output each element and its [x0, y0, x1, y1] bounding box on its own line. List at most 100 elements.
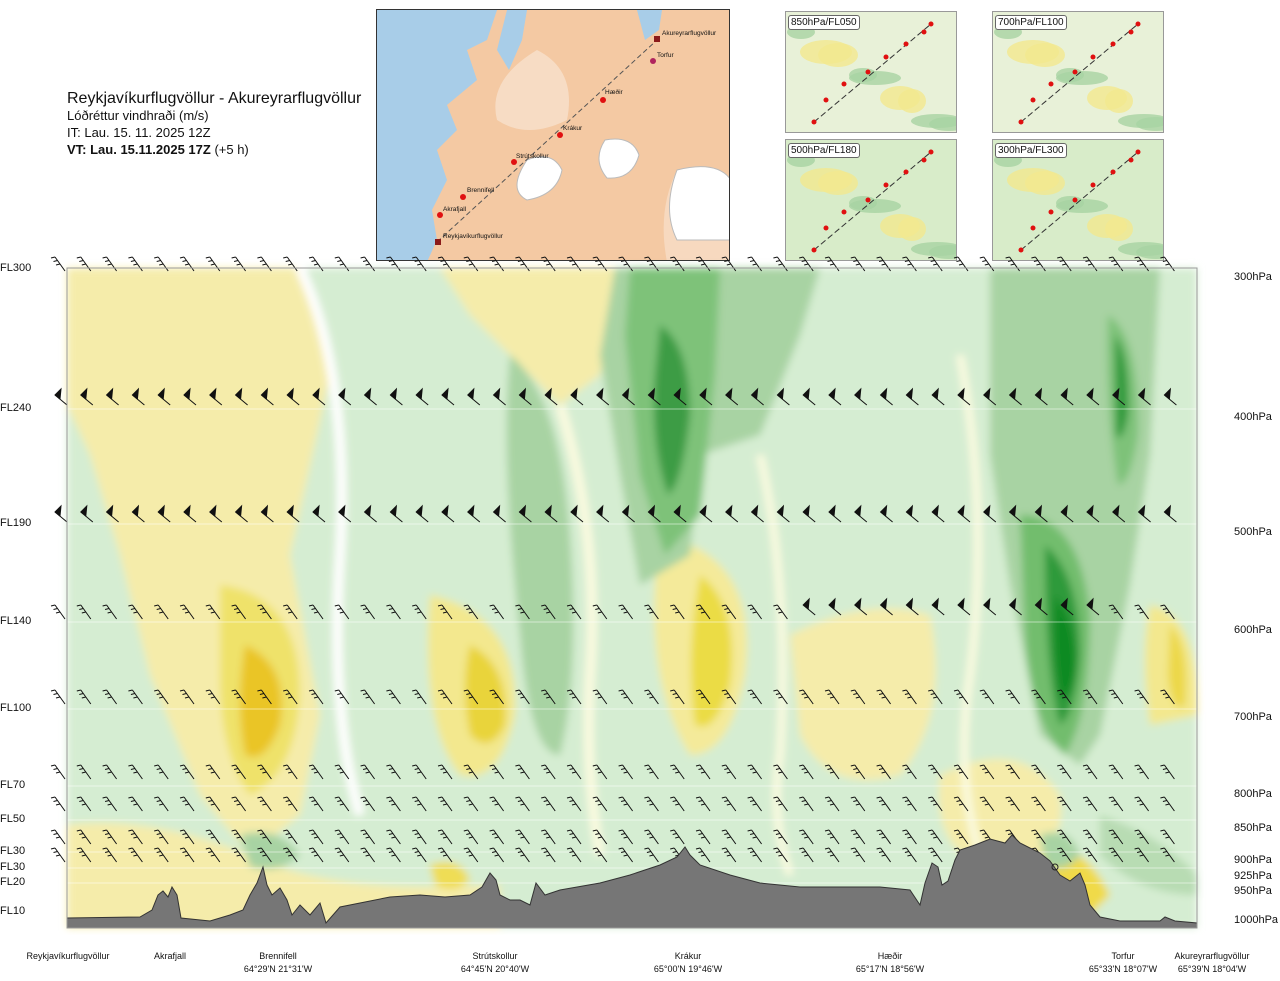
station-name: Akrafjall	[153, 951, 187, 961]
wind-barb	[747, 604, 763, 620]
station-label: Reykjavíkurflugvöllur	[26, 950, 109, 963]
wind-barb	[334, 256, 350, 272]
wind-barb	[957, 504, 971, 523]
flight-level-label: FL30	[0, 845, 26, 857]
wind-barb	[953, 796, 969, 812]
wind-barb	[437, 764, 453, 780]
wind-barb	[1057, 764, 1072, 780]
wind-barb	[570, 504, 584, 523]
wind-barb	[360, 796, 376, 812]
map-label-reykjavik: Reykjavíkurflugvöllur	[443, 233, 504, 240]
wind-barb	[850, 796, 866, 812]
wind-barb	[773, 829, 788, 845]
wind-barb	[824, 796, 840, 812]
thumb-700hpa[interactable]: 700hPa/FL100	[992, 11, 1164, 133]
wind-barb	[902, 764, 917, 780]
wind-barb	[308, 689, 324, 705]
wind-barb	[412, 256, 427, 272]
wind-barb	[463, 764, 479, 780]
flight-level-label: FL50	[0, 813, 26, 825]
wind-barb	[76, 829, 92, 845]
wind-barb	[363, 387, 377, 406]
wind-barb	[437, 689, 453, 705]
wind-barb	[647, 387, 661, 406]
wind-barb	[541, 604, 556, 620]
wind-barb	[308, 604, 324, 620]
pressure-level-label: 850hPa	[1234, 822, 1272, 834]
map-label-brennifell: Brennifell	[467, 187, 495, 194]
wind-barb	[618, 604, 634, 620]
wind-barb	[1031, 796, 1046, 812]
wind-barb	[541, 764, 556, 780]
wind-barb	[1108, 604, 1124, 620]
wind-barb	[541, 847, 556, 863]
wind-barb	[515, 847, 530, 863]
thumb-850hpa[interactable]: 850hPa/FL050	[785, 11, 957, 133]
wind-barb	[131, 504, 145, 523]
wind-barb	[747, 256, 763, 272]
wind-barb	[670, 764, 685, 780]
wind-barb	[154, 764, 169, 780]
station-name: Krákur	[674, 951, 702, 961]
wind-barb	[154, 256, 169, 272]
wind-barb	[670, 796, 685, 812]
wind-barb	[283, 604, 298, 620]
wind-barb	[879, 387, 893, 406]
thumb-500hpa[interactable]: 500hPa/FL180	[785, 139, 957, 261]
wind-barb	[544, 387, 558, 406]
wind-barb	[953, 689, 969, 705]
wind-barb	[592, 256, 608, 272]
wind-barb	[695, 764, 711, 780]
wind-barb	[644, 796, 659, 812]
wind-barb	[876, 764, 892, 780]
chart-header: Reykjavíkurflugvöllur - Akureyrarflugvöl…	[67, 90, 361, 158]
wind-barb	[566, 689, 582, 705]
wind-barb	[1008, 504, 1022, 523]
wind-barb	[489, 847, 505, 863]
wind-barb	[566, 796, 582, 812]
wind-barb	[983, 597, 997, 616]
flight-level-label: FL10	[0, 905, 26, 917]
wind-barb	[1108, 829, 1124, 845]
wind-barb	[463, 689, 479, 705]
wind-barb	[1034, 387, 1048, 406]
wind-barb	[76, 604, 92, 620]
wind-barb	[154, 604, 169, 620]
wind-barb	[1134, 689, 1150, 705]
wind-barb	[260, 387, 274, 406]
station-coord: 65°33'N 18°07'W	[1088, 964, 1158, 974]
flight-level-label: FL300	[0, 262, 32, 274]
wind-barb	[386, 796, 401, 812]
station-label: Krákur 65°00'N 19°46'W	[654, 950, 722, 976]
wind-barb	[592, 847, 608, 863]
wind-barb	[1086, 387, 1100, 406]
wind-barb	[1108, 847, 1124, 863]
plot-area	[50, 256, 1198, 929]
wind-barb	[257, 256, 272, 272]
wind-barb	[234, 504, 248, 523]
thumb-700hpa-label: 700hPa/FL100	[995, 15, 1067, 30]
wind-barb	[54, 504, 68, 523]
pressure-level-label: 925hPa	[1234, 870, 1272, 882]
wind-barb	[721, 256, 737, 272]
wind-barb	[850, 764, 866, 780]
wind-barb	[1034, 504, 1048, 523]
wind-barb	[412, 796, 427, 812]
wind-barb	[747, 829, 763, 845]
wind-barb	[695, 256, 711, 272]
wind-barb	[463, 796, 479, 812]
wind-barb	[931, 597, 945, 616]
wind-barb	[824, 829, 840, 845]
wind-barb	[1057, 847, 1072, 863]
wind-barb	[802, 504, 816, 523]
wind-barb	[592, 764, 608, 780]
wind-barb	[979, 689, 995, 705]
pressure-level-label: 400hPa	[1234, 411, 1272, 423]
route-map-canvas: Akureyrarflugvöllur Torfur Hæðir Krákur …	[377, 10, 729, 260]
wind-barb	[154, 689, 169, 705]
wind-barb	[102, 689, 118, 705]
wind-barb	[773, 796, 788, 812]
thumb-300hpa[interactable]: 300hPa/FL300	[992, 139, 1164, 261]
wind-barb	[102, 847, 118, 863]
wind-barb	[1134, 829, 1150, 845]
